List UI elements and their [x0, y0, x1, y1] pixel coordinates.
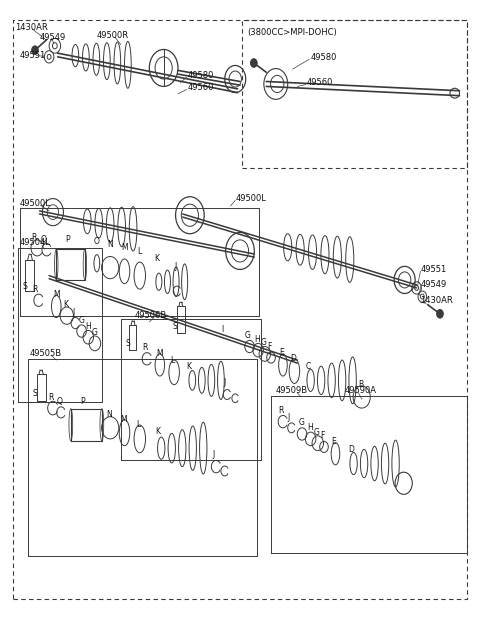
- Text: K: K: [63, 300, 69, 309]
- Text: J: J: [288, 413, 290, 422]
- Text: 49509B: 49509B: [276, 386, 308, 396]
- Text: P: P: [65, 235, 70, 244]
- Text: 49580: 49580: [311, 53, 337, 62]
- Text: P: P: [81, 397, 85, 407]
- Text: 49549: 49549: [420, 280, 447, 289]
- Text: 49504L: 49504L: [20, 238, 50, 248]
- Text: R: R: [143, 343, 148, 352]
- Text: K: K: [155, 427, 160, 436]
- Text: L: L: [137, 247, 141, 256]
- Text: J: J: [175, 262, 177, 271]
- Text: S: S: [125, 339, 130, 348]
- Text: Q: Q: [57, 397, 62, 406]
- Text: J: J: [72, 308, 74, 317]
- Text: N: N: [107, 410, 112, 419]
- Text: K: K: [187, 361, 192, 371]
- Text: (3800CC>MPI-DOHC): (3800CC>MPI-DOHC): [247, 28, 337, 37]
- Text: M: M: [53, 290, 60, 299]
- Text: 49560: 49560: [307, 78, 333, 87]
- Text: H: H: [307, 423, 312, 432]
- Text: R: R: [48, 392, 54, 402]
- Text: G: G: [92, 329, 97, 337]
- Text: R: R: [32, 233, 37, 242]
- Text: F: F: [267, 342, 272, 351]
- Text: R: R: [278, 406, 284, 415]
- Text: 1430AR: 1430AR: [15, 23, 48, 32]
- Text: H: H: [254, 335, 260, 344]
- Text: K: K: [154, 254, 159, 264]
- Circle shape: [437, 310, 444, 318]
- Text: J: J: [212, 450, 215, 459]
- Text: M: M: [156, 349, 163, 358]
- Text: I: I: [221, 325, 223, 334]
- Text: G: G: [261, 338, 267, 347]
- Text: 49580: 49580: [188, 71, 214, 80]
- Text: 1430AR: 1430AR: [420, 296, 453, 305]
- Text: N: N: [108, 240, 113, 249]
- Text: 49551: 49551: [420, 265, 447, 274]
- Text: C: C: [305, 361, 311, 371]
- Text: M: M: [121, 243, 128, 253]
- Text: E: E: [279, 348, 284, 357]
- Text: M: M: [120, 415, 127, 423]
- Circle shape: [251, 59, 257, 67]
- Text: B: B: [359, 380, 363, 389]
- Text: S: S: [33, 389, 37, 399]
- Text: 49505B: 49505B: [30, 349, 62, 358]
- Text: L: L: [136, 420, 140, 428]
- Text: G: G: [298, 418, 304, 427]
- Text: G: G: [245, 331, 251, 340]
- Text: G: G: [78, 316, 84, 325]
- Text: L: L: [170, 355, 175, 365]
- Text: 49549: 49549: [39, 33, 66, 41]
- Text: D: D: [290, 354, 297, 363]
- Text: 49551: 49551: [20, 51, 46, 60]
- Text: R: R: [33, 285, 38, 293]
- Text: 49590A: 49590A: [345, 386, 377, 396]
- Text: Q: Q: [41, 235, 47, 244]
- Text: J: J: [224, 378, 226, 387]
- Text: 49506B: 49506B: [135, 311, 167, 320]
- Text: 49560: 49560: [188, 83, 214, 92]
- Text: 49500L: 49500L: [235, 194, 266, 203]
- Text: O: O: [94, 237, 99, 246]
- Circle shape: [32, 46, 38, 54]
- Text: E: E: [332, 438, 336, 446]
- Text: F: F: [320, 431, 324, 440]
- Text: S: S: [172, 322, 177, 331]
- Text: 49500R: 49500R: [97, 31, 129, 40]
- Text: S: S: [23, 282, 28, 290]
- Text: H: H: [85, 322, 91, 331]
- Text: G: G: [314, 428, 320, 436]
- Text: D: D: [348, 446, 354, 454]
- Text: 49500L: 49500L: [20, 199, 50, 208]
